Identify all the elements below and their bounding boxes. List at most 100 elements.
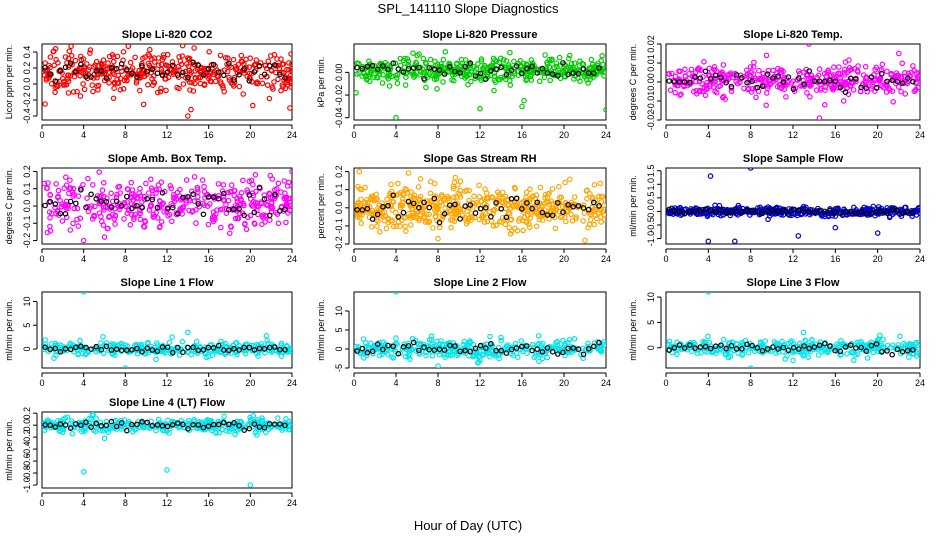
outlier-point (42, 101, 48, 107)
reference-point (811, 78, 818, 85)
data-point (549, 186, 556, 192)
data-point (248, 416, 254, 423)
data-point (159, 56, 166, 63)
reference-point (421, 344, 427, 350)
reference-point (164, 344, 171, 351)
reference-point (744, 207, 750, 214)
reference-point (585, 206, 592, 213)
reference-point (878, 70, 885, 77)
reference-point (266, 63, 273, 69)
reference-point (426, 204, 433, 211)
data-point (169, 218, 175, 225)
data-point (447, 217, 454, 223)
reference-point (738, 345, 745, 352)
reference-point (749, 342, 755, 349)
data-point (137, 216, 144, 223)
reference-point (57, 348, 64, 355)
data-point (239, 59, 246, 65)
data-point (392, 60, 399, 67)
panel-title: Slope Li-820 Pressure (423, 29, 538, 41)
reference-point (215, 196, 222, 202)
reference-point (482, 345, 489, 351)
reference-point (277, 208, 283, 214)
x-tick-label: 16 (830, 378, 840, 388)
data-point (682, 73, 689, 80)
data-point (830, 72, 837, 78)
data-point (205, 420, 211, 427)
data-point (231, 83, 237, 89)
reference-point (457, 348, 463, 355)
reference-point (236, 347, 242, 353)
data-point (599, 52, 605, 59)
x-tick-label: 0 (663, 130, 668, 140)
outlier-point (191, 45, 197, 51)
data-point (367, 340, 374, 347)
x-tick-label: 16 (517, 130, 527, 140)
data-point (806, 342, 813, 349)
data-point (434, 86, 440, 92)
data-point (454, 60, 460, 67)
x-tick-label: 20 (873, 254, 883, 264)
data-point (784, 352, 790, 359)
y-tick-label: 0.0 (334, 202, 344, 215)
data-point (506, 211, 513, 217)
reference-point (560, 60, 566, 66)
reference-point (780, 344, 787, 351)
reference-point (246, 78, 253, 84)
reference-point (124, 193, 130, 200)
reference-point (712, 343, 719, 350)
y-tick-label: 0.1 (334, 183, 344, 196)
data-point (183, 177, 190, 183)
x-tick-label: 4 (706, 378, 711, 388)
reference-point (251, 421, 258, 427)
data-point (417, 72, 423, 78)
data-point (581, 210, 588, 216)
reference-point (205, 344, 212, 351)
data-point (834, 348, 841, 354)
x-tick-label: 16 (830, 130, 840, 140)
data-point (267, 194, 274, 201)
data-point (151, 55, 158, 61)
data-point (750, 64, 757, 70)
data-point (112, 213, 119, 219)
data-point (552, 225, 559, 232)
data-point (379, 80, 386, 86)
reference-point (113, 198, 120, 205)
data-point (803, 72, 810, 79)
outlier-point (122, 365, 129, 368)
data-point (194, 350, 201, 357)
y-tick-label: -0.4 (22, 108, 32, 124)
reference-point (236, 206, 242, 212)
data-point (372, 342, 378, 349)
data-point (815, 72, 822, 79)
data-point (747, 64, 754, 70)
data-point (716, 83, 722, 90)
x-tick-label: 16 (830, 254, 840, 264)
reference-point (738, 208, 745, 215)
data-point (524, 62, 530, 68)
reference-point (83, 344, 89, 351)
x-tick-label: 0 (39, 498, 44, 508)
data-point (226, 344, 232, 351)
data-point (151, 79, 157, 86)
y-axis-label: Licor ppm per min. (4, 45, 14, 120)
data-point (700, 74, 706, 80)
data-point (562, 202, 569, 209)
data-point (562, 218, 569, 225)
reference-point (93, 343, 100, 350)
x-tick-label: 12 (162, 378, 172, 388)
reference-point (416, 64, 422, 71)
data-point (803, 348, 810, 355)
data-point (234, 215, 241, 222)
reference-point (200, 424, 207, 431)
data-point (145, 60, 152, 67)
x-tick-label: 24 (915, 130, 925, 140)
data-point (528, 57, 535, 63)
data-point (508, 216, 515, 223)
reference-point (832, 78, 838, 85)
reference-point (718, 342, 724, 349)
reference-point (98, 346, 105, 353)
data-point (369, 195, 376, 202)
plot-frame (41, 291, 293, 369)
data-point (193, 338, 200, 345)
